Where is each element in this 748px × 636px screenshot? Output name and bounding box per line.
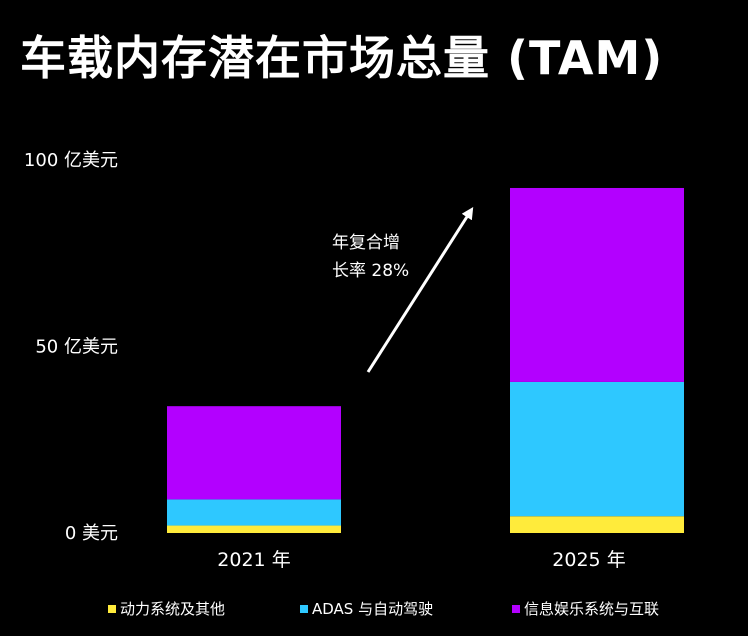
legend-label: ADAS 与自动驾驶 [312, 600, 434, 618]
x-category-label: 2021 年 [217, 549, 290, 571]
y-tick-label: 100 亿美元 [24, 150, 118, 171]
x-category-label: 2025 年 [552, 549, 625, 571]
growth-arrow [366, 206, 474, 373]
y-tick-label: 50 亿美元 [35, 337, 118, 358]
bar-segment [510, 187, 684, 382]
bar-segment [167, 406, 341, 500]
legend-item: 动力系统及其他 [108, 598, 225, 619]
legend: 动力系统及其他 ADAS 与自动驾驶 信息娱乐系统与互联 [0, 598, 748, 624]
legend-swatch [512, 604, 520, 613]
bar-segment [167, 499, 341, 526]
legend-swatch [300, 604, 308, 613]
page-title: 车载内存潜在市场总量 (TAM) [20, 31, 664, 85]
legend-item: 信息娱乐系统与互联 [512, 598, 659, 619]
legend-item: ADAS 与自动驾驶 [300, 598, 433, 619]
cagr-annotation-line-1: 年复合增 [332, 233, 400, 253]
bar-segment [167, 525, 341, 533]
legend-label: 信息娱乐系统与互联 [524, 600, 660, 618]
y-tick-label: 0 美元 [65, 523, 118, 544]
legend-swatch [108, 604, 116, 613]
legend-label: 动力系统及其他 [120, 600, 226, 618]
bar-segment [510, 381, 684, 517]
bar-segment [510, 516, 684, 533]
cagr-annotation-line-2: 长率 28% [332, 261, 409, 281]
